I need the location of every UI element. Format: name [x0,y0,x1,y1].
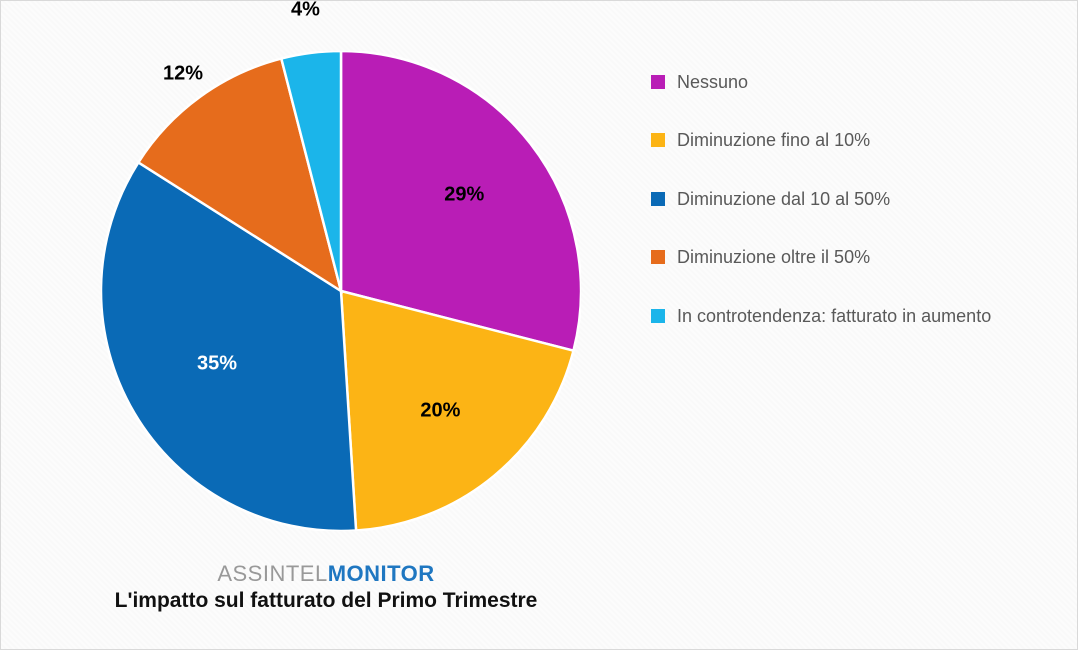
legend-swatch [651,75,665,89]
legend-swatch [651,133,665,147]
pie-slice-label: 35% [197,353,237,376]
pie-slice-label: 12% [163,62,203,85]
legend-label: Diminuzione dal 10 al 50% [677,188,890,211]
legend-swatch [651,192,665,206]
legend-item: Nessuno [651,71,1031,94]
legend: Nessuno Diminuzione fino al 10% Diminuzion… [651,71,1031,328]
chart-main-title: L'impatto sul fatturato del Primo Trimes… [1,589,651,613]
legend-label: Diminuzione fino al 10% [677,129,870,152]
brand-word-1: ASSINTEL [217,561,327,586]
legend-item: Diminuzione dal 10 al 50% [651,188,1031,211]
legend-item: Diminuzione fino al 10% [651,129,1031,152]
pie-slice-label: 29% [444,184,484,207]
legend-item: Diminuzione oltre il 50% [651,246,1031,269]
legend-swatch [651,309,665,323]
pie-svg [101,51,581,531]
pie-slice-label: 20% [420,400,460,423]
legend-item: In controtendenza: fatturato in aumento [651,305,1031,328]
legend-label: In controtendenza: fatturato in aumento [677,305,991,328]
chart-brand-title: ASSINTELMONITOR [1,561,651,587]
chart-title-block: ASSINTELMONITOR L'impatto sul fatturato … [1,561,651,613]
pie-slice-label: 4% [291,0,320,22]
brand-word-2: MONITOR [328,561,435,586]
legend-swatch [651,250,665,264]
legend-label: Nessuno [677,71,748,94]
pie-chart: 29%20%35%12%4% [101,51,581,531]
legend-label: Diminuzione oltre il 50% [677,246,870,269]
